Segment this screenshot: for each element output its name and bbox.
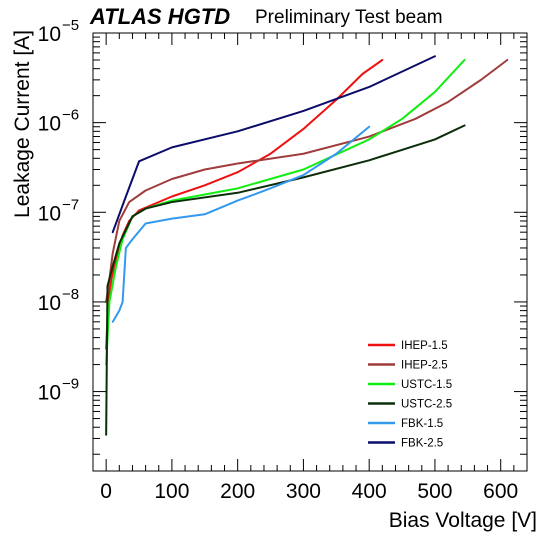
series-line-fbk-1.5 [111,125,371,323]
y-tick-exponent: −5 [62,17,79,34]
legend: IHEP-1.5 IHEP-2.5 USTC-1.5 USTC-2.5 FBK-1.5 F… [368,340,452,450]
y-tick-label: 10 [38,382,61,405]
x-axis-title: Bias Voltage [V] [389,509,537,532]
y-tick-label: 10 [38,113,61,136]
legend-label: USTC-1.5 [401,379,452,391]
series-line-ihep-2.5 [105,58,509,303]
series-group [105,55,509,436]
x-tick-label: 300 [286,480,321,503]
legend-label: IHEP-1.5 [401,340,448,352]
x-tick-label: 600 [483,480,518,503]
x-tick-label: 0 [100,480,112,503]
y-tick-exponent: −8 [62,286,79,303]
x-tick-label: 400 [352,480,387,503]
x-tick-label: 100 [154,480,189,503]
legend-label: USTC-2.5 [401,399,452,411]
x-tick-label: 200 [220,480,255,503]
legend-label: FBK-1.5 [401,418,443,430]
y-tick-label: 10 [38,292,61,315]
plot-frame [92,32,528,472]
series-line-ustc-1.5 [105,58,466,366]
x-tick-label: 500 [417,480,452,503]
legend-label: FBK-2.5 [401,438,443,450]
status-label: Preliminary Test beam [255,7,443,28]
legend-label: IHEP-2.5 [401,360,448,372]
y-tick-exponent: −6 [62,107,79,124]
y-tick-label: 10 [38,23,61,46]
y-axis-title: Leakage Current [A] [11,30,34,218]
y-tick-label: 10 [38,202,61,225]
series-line-ihep-1.5 [105,58,384,350]
y-tick-exponent: −7 [62,196,79,213]
series-line-ustc-2.5 [105,124,466,436]
series-line-fbk-2.5 [111,55,436,234]
experiment-label: ATLAS HGTD [89,4,230,29]
y-tick-exponent: −9 [62,376,79,393]
